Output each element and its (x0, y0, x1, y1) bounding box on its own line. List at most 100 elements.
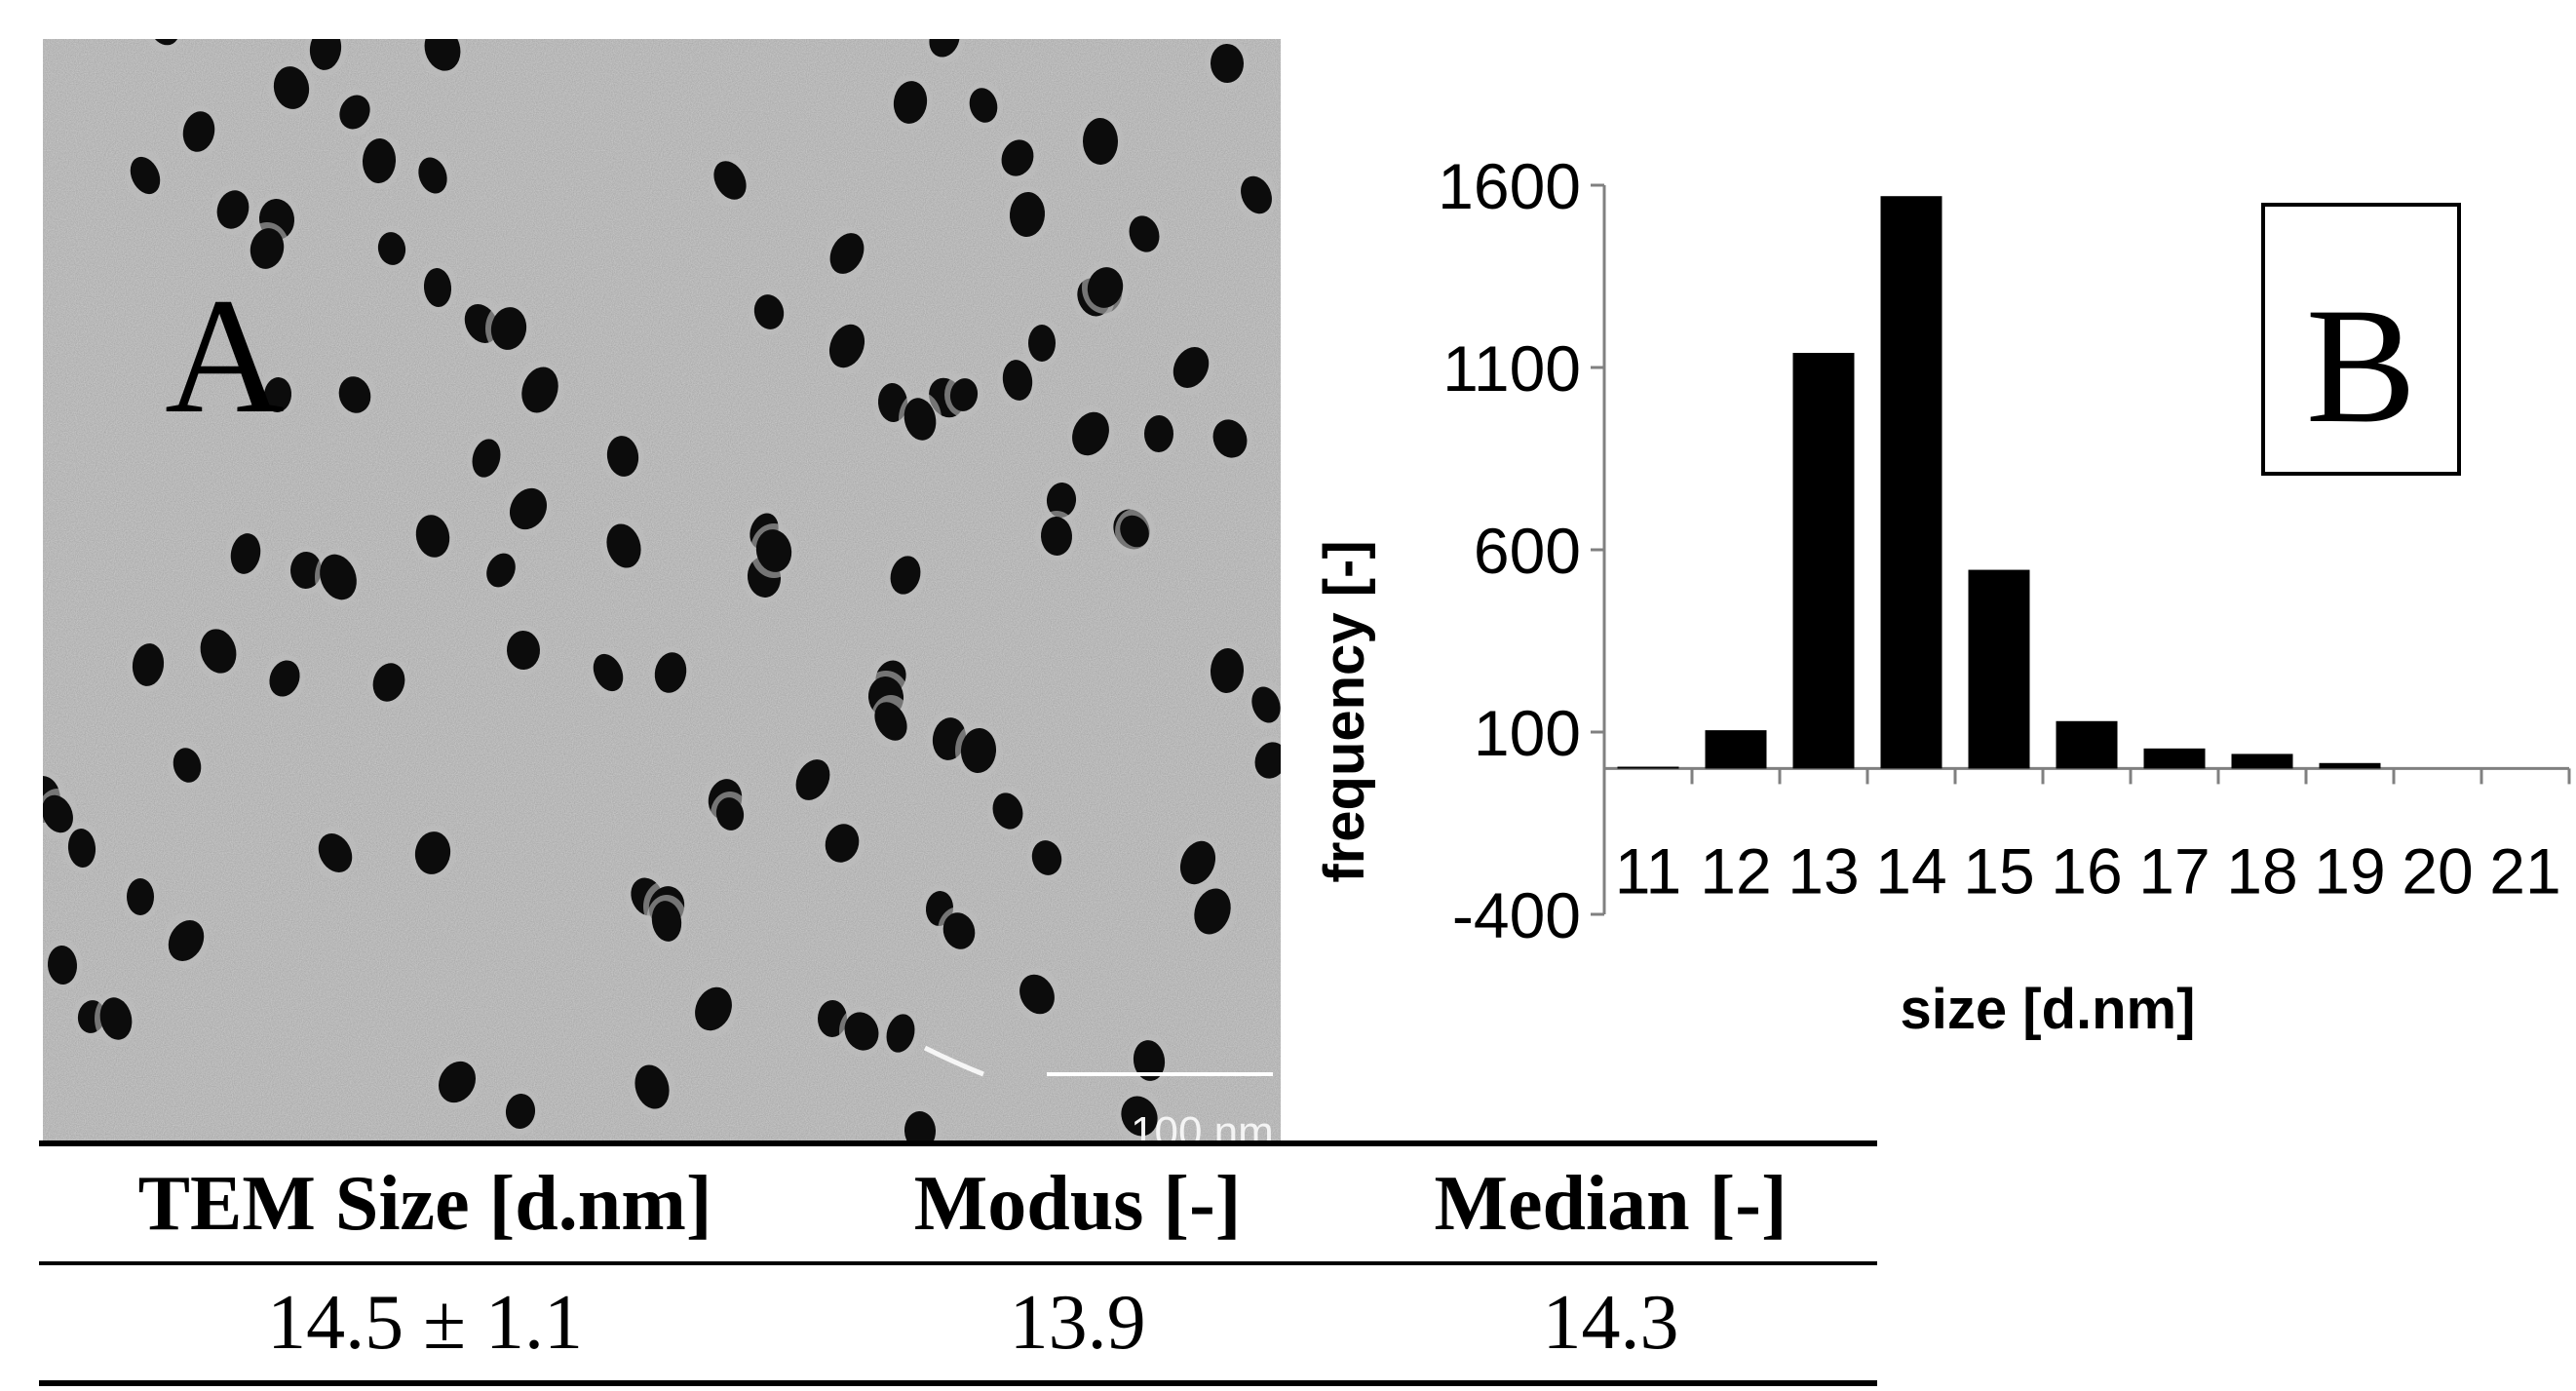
x-tick-label: 19 (2314, 834, 2385, 907)
x-tick-label: 15 (1963, 834, 2034, 907)
histogram-bar (2056, 720, 2118, 769)
x-tick-label: 18 (2226, 834, 2297, 907)
nanoparticle (1210, 648, 1245, 693)
y-tick-label: 100 (1474, 697, 1581, 769)
nanoparticle (942, 912, 976, 949)
x-tick-label: 21 (2489, 834, 2560, 907)
nanoparticle (273, 66, 310, 109)
nanoparticle (992, 792, 1023, 830)
size-histogram: -400 100 600 1100 1600 11 12 13 14 15 16 17 18 19 20 21… (1313, 150, 2571, 1041)
nanoparticle (263, 377, 292, 412)
tem-micrograph: A 100 nm (43, 39, 1281, 1140)
nanoparticle (715, 797, 745, 831)
nanoparticle (1254, 742, 1281, 779)
x-axis-title: size [d.nm] (1901, 978, 2196, 1041)
nanoparticle-field (43, 39, 1281, 1140)
table-row: 14.5 ± 1.1 13.9 14.3 (39, 1263, 1877, 1386)
nanoparticle (1173, 346, 1210, 389)
nanoparticle (844, 1012, 879, 1051)
nanoparticle (423, 268, 452, 307)
histogram-bar (1617, 766, 1679, 769)
panel-a-label: A (165, 264, 285, 447)
nanoparticle (828, 324, 865, 368)
nanoparticle (886, 1014, 915, 1053)
nanoparticle (200, 629, 237, 674)
cell-tem-size: 14.5 ± 1.1 (39, 1263, 812, 1386)
nanoparticle (269, 660, 300, 697)
nanoparticle (1072, 411, 1109, 456)
nanoparticle (490, 307, 527, 350)
nanoparticle (1046, 483, 1077, 518)
y-tick-label: 600 (1474, 515, 1581, 587)
nanoparticle (99, 997, 133, 1040)
histogram-bar (1705, 730, 1767, 769)
nanoparticle (1082, 118, 1119, 165)
nanoparticle (339, 95, 370, 130)
nanoparticle (486, 553, 516, 588)
x-tick-label: 14 (1875, 834, 1946, 907)
nanoparticle (377, 232, 406, 265)
y-tick-label: 1100 (1442, 332, 1581, 405)
nanoparticle (890, 556, 921, 595)
nanoparticle (713, 161, 747, 200)
nanoparticle (1121, 1096, 1158, 1137)
nanoparticle (1019, 974, 1055, 1015)
table-header-row: TEM Size [d.nm] Modus [-] Median [-] (39, 1140, 1877, 1265)
nanoparticle (960, 728, 997, 773)
nanoparticle (362, 138, 397, 183)
nanoparticle (1031, 840, 1062, 875)
nanoparticle (505, 1094, 536, 1129)
summary-table: TEM Size [d.nm] Modus [-] Median [-] 14.… (39, 1140, 1877, 1386)
nanoparticle (168, 919, 205, 962)
nanoparticle (506, 631, 541, 670)
nanoparticle (829, 233, 865, 274)
nanoparticle (250, 228, 285, 269)
nanoparticle (795, 759, 830, 800)
nanoparticle (1143, 415, 1174, 452)
x-tick-label: 11 (1615, 834, 1682, 907)
nanoparticle (438, 1061, 477, 1103)
histogram-bar (2319, 762, 2381, 769)
nanoparticle (904, 1111, 937, 1140)
histogram-bar (2231, 753, 2293, 769)
nanoparticle (593, 653, 624, 692)
x-tick-label: 16 (2051, 834, 2122, 907)
y-tick-label: -400 (1452, 879, 1581, 951)
nanoparticle (182, 111, 215, 152)
header-tem-size: TEM Size [d.nm] (39, 1140, 812, 1265)
nanoparticle (47, 946, 78, 985)
x-tick-label: 20 (2402, 834, 2473, 907)
nanoparticle (509, 487, 548, 530)
nanoparticle (904, 398, 937, 441)
histogram-bar (2143, 748, 2206, 769)
nanoparticle (893, 81, 928, 124)
panel-b-box: B (2261, 203, 2461, 476)
nanoparticle (695, 986, 732, 1031)
nanoparticle (414, 831, 451, 874)
x-tick-label: 12 (1700, 834, 1771, 907)
nanoparticle (606, 523, 641, 568)
nanoparticle (1194, 888, 1231, 935)
nanoparticle (654, 652, 687, 693)
nanoparticle (424, 39, 461, 71)
scale-bar-label: 100 nm (1131, 1108, 1274, 1141)
nanoparticle (309, 39, 342, 70)
nanoparticle (1179, 840, 1216, 885)
panel-b-label: B (2305, 274, 2417, 457)
nanoparticle (338, 376, 371, 413)
histogram-bar (1792, 353, 1855, 769)
nanoparticle (874, 702, 907, 741)
nanoparticle (929, 39, 960, 58)
header-median: Median [-] (1344, 1140, 1877, 1265)
nanoparticle (1212, 419, 1248, 458)
nanoparticle (43, 794, 73, 833)
nanoparticle (825, 824, 860, 863)
x-tick-label: 13 (1788, 834, 1859, 907)
nanoparticle (1210, 44, 1245, 83)
nanoparticle (1251, 686, 1281, 723)
nanoparticle (1241, 175, 1272, 214)
nanoparticle (173, 748, 202, 783)
nanoparticle (127, 878, 154, 915)
y-tick-label: 1600 (1438, 150, 1581, 222)
nanoparticle (1133, 1040, 1166, 1081)
